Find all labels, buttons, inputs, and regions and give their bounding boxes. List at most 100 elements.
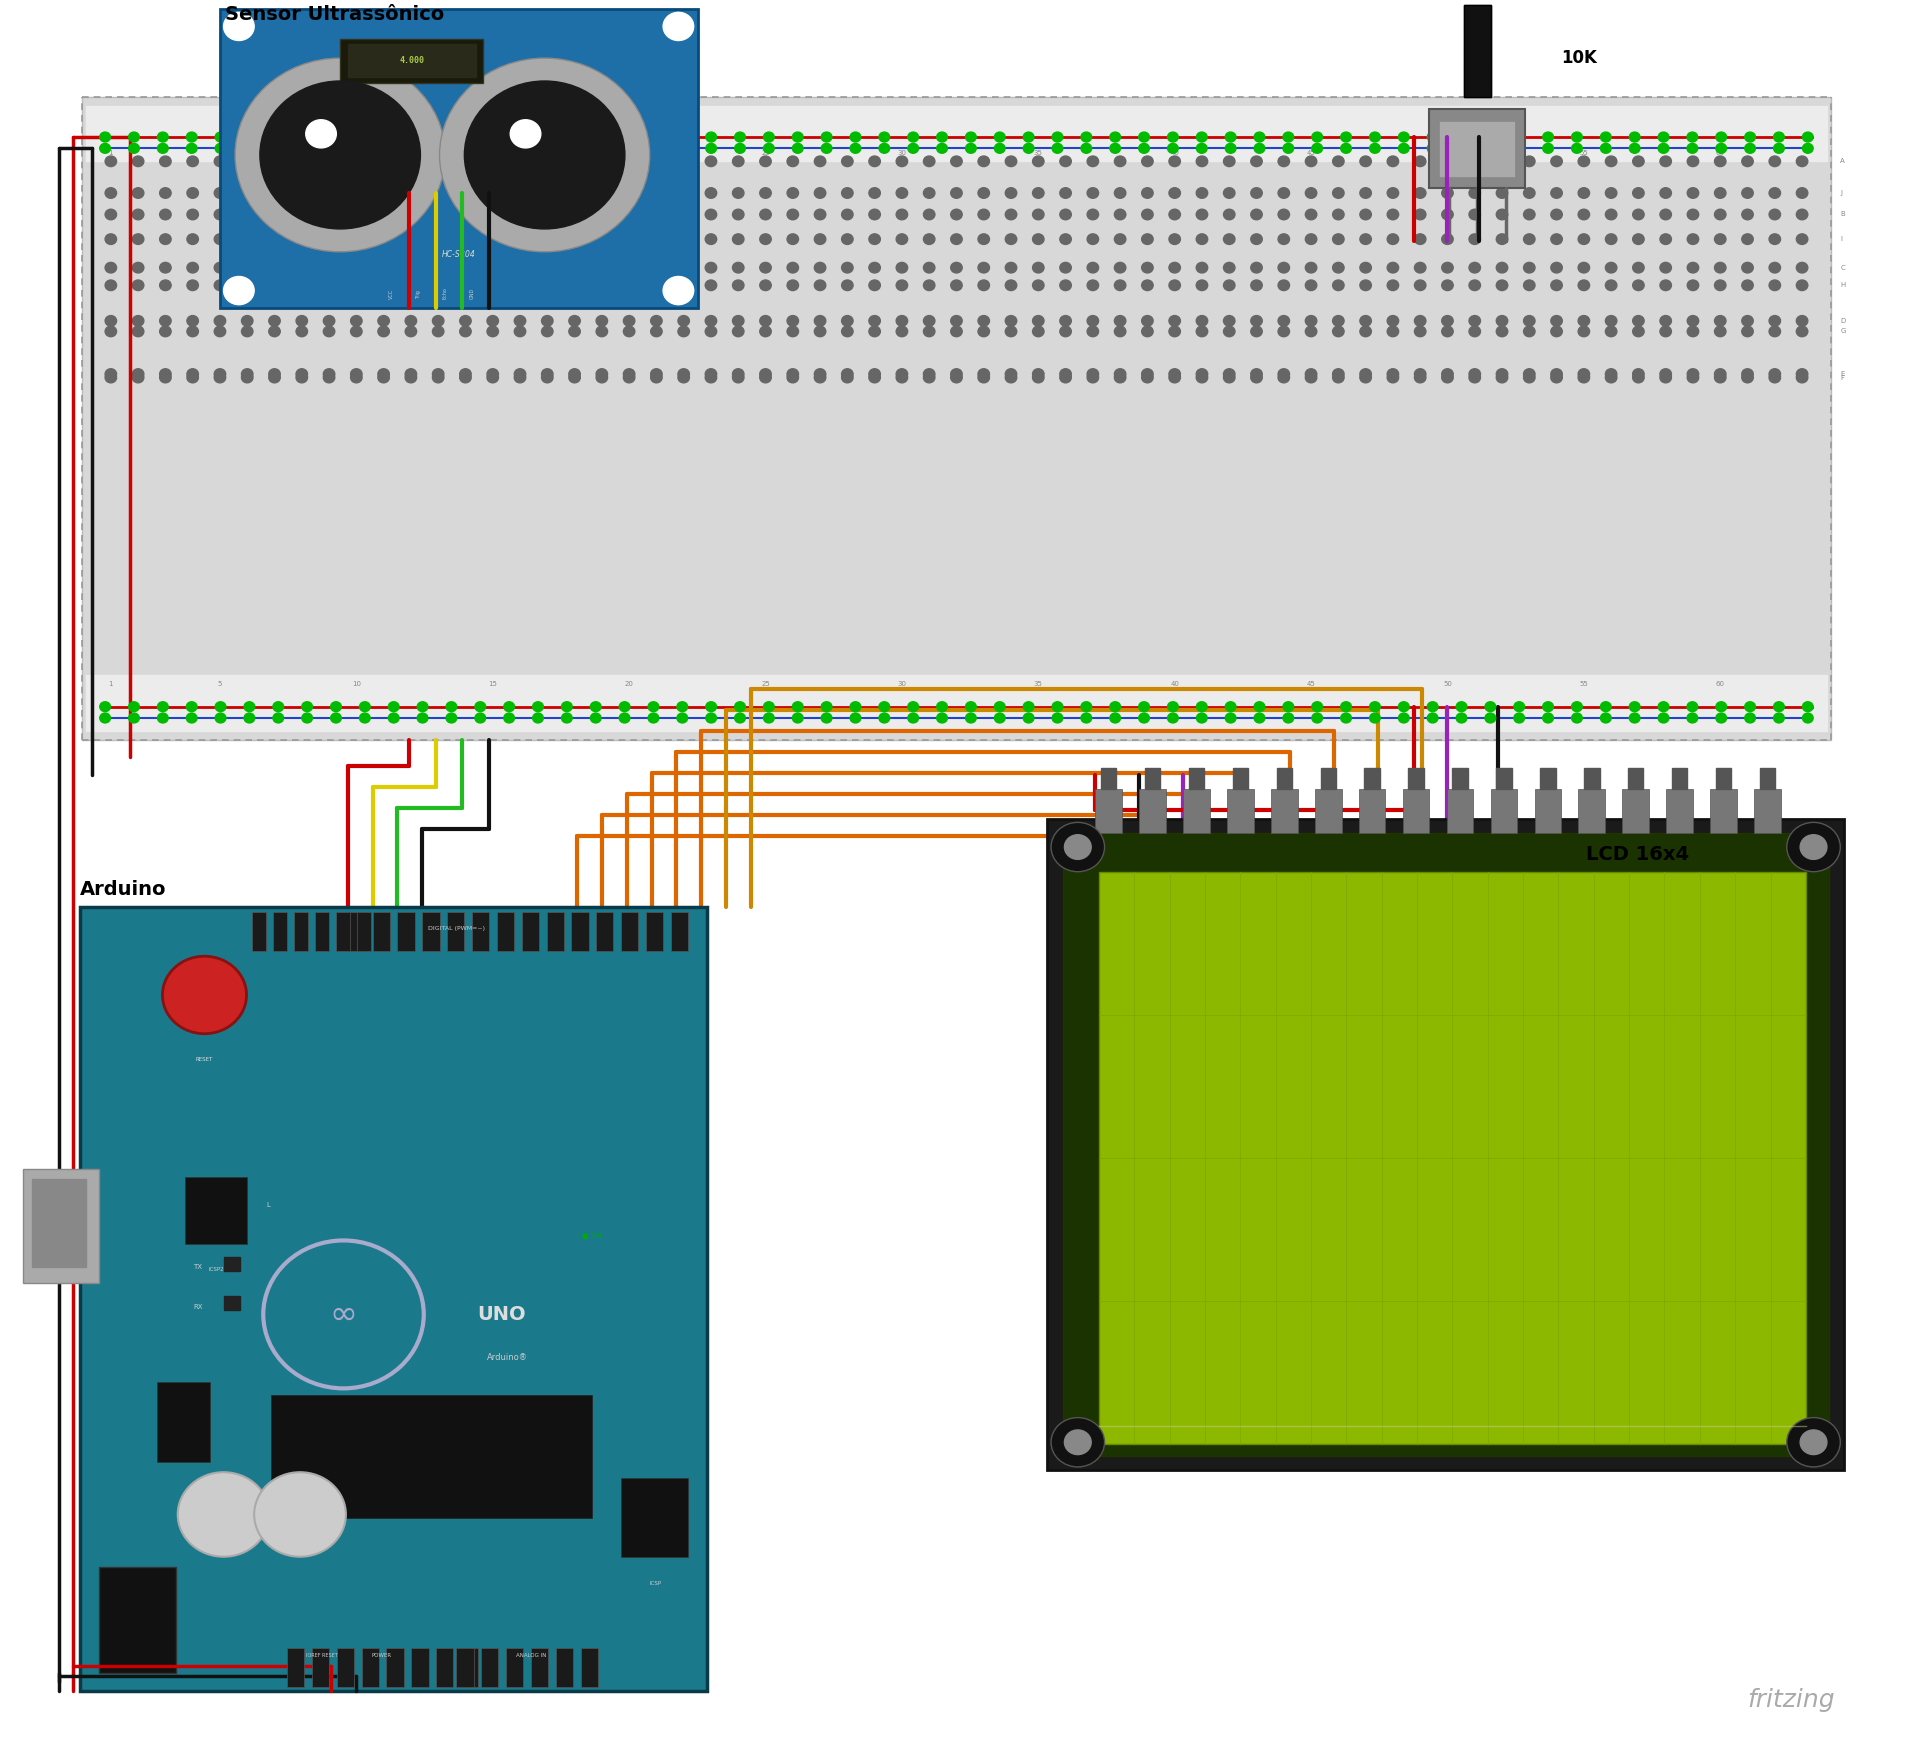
Circle shape bbox=[1053, 143, 1063, 153]
Circle shape bbox=[273, 132, 283, 143]
Circle shape bbox=[623, 157, 634, 167]
Circle shape bbox=[623, 326, 634, 336]
Circle shape bbox=[1022, 703, 1034, 711]
Circle shape bbox=[1485, 143, 1496, 153]
Circle shape bbox=[1032, 315, 1043, 326]
Circle shape bbox=[841, 372, 852, 382]
Circle shape bbox=[787, 326, 799, 336]
Circle shape bbox=[99, 132, 111, 143]
Circle shape bbox=[650, 157, 661, 167]
Text: I: I bbox=[1840, 236, 1842, 243]
Circle shape bbox=[445, 713, 457, 724]
Circle shape bbox=[505, 132, 514, 143]
Circle shape bbox=[787, 210, 799, 220]
Circle shape bbox=[1311, 703, 1322, 711]
Circle shape bbox=[533, 703, 543, 711]
Circle shape bbox=[1114, 157, 1126, 167]
Circle shape bbox=[896, 372, 908, 382]
Circle shape bbox=[1496, 210, 1508, 220]
Circle shape bbox=[157, 703, 168, 711]
Circle shape bbox=[950, 368, 961, 379]
Circle shape bbox=[132, 234, 143, 245]
Circle shape bbox=[787, 262, 799, 273]
Circle shape bbox=[705, 132, 717, 143]
FancyBboxPatch shape bbox=[1464, 12, 1491, 21]
Circle shape bbox=[761, 188, 772, 199]
FancyBboxPatch shape bbox=[1622, 789, 1649, 833]
Circle shape bbox=[1514, 703, 1525, 711]
Circle shape bbox=[241, 368, 252, 379]
FancyBboxPatch shape bbox=[1464, 28, 1491, 35]
Circle shape bbox=[1252, 234, 1263, 245]
Circle shape bbox=[1225, 143, 1236, 153]
Text: 10: 10 bbox=[352, 150, 361, 157]
Circle shape bbox=[1170, 280, 1181, 291]
Circle shape bbox=[648, 713, 659, 724]
Circle shape bbox=[663, 12, 694, 41]
Circle shape bbox=[132, 372, 143, 382]
Circle shape bbox=[1632, 326, 1643, 336]
Circle shape bbox=[1796, 372, 1808, 382]
Circle shape bbox=[1342, 143, 1351, 153]
Circle shape bbox=[1053, 703, 1063, 711]
Circle shape bbox=[1441, 372, 1452, 382]
Circle shape bbox=[1414, 262, 1426, 273]
FancyBboxPatch shape bbox=[571, 912, 589, 951]
Circle shape bbox=[1716, 132, 1726, 143]
FancyBboxPatch shape bbox=[311, 1648, 329, 1687]
Circle shape bbox=[514, 280, 526, 291]
FancyBboxPatch shape bbox=[86, 674, 1827, 731]
Text: LCD 16x4: LCD 16x4 bbox=[1586, 845, 1689, 863]
Circle shape bbox=[378, 326, 390, 336]
Circle shape bbox=[1687, 262, 1699, 273]
Circle shape bbox=[445, 703, 457, 711]
Circle shape bbox=[302, 713, 313, 724]
Circle shape bbox=[1141, 280, 1152, 291]
Circle shape bbox=[1687, 368, 1699, 379]
Circle shape bbox=[1456, 143, 1468, 153]
Circle shape bbox=[487, 188, 499, 199]
Circle shape bbox=[1254, 143, 1265, 153]
Circle shape bbox=[732, 262, 743, 273]
Circle shape bbox=[850, 132, 860, 143]
Circle shape bbox=[1470, 315, 1481, 326]
Circle shape bbox=[732, 188, 743, 199]
Circle shape bbox=[1196, 280, 1208, 291]
Circle shape bbox=[514, 315, 526, 326]
Circle shape bbox=[1305, 280, 1317, 291]
FancyBboxPatch shape bbox=[671, 912, 688, 951]
Text: 25: 25 bbox=[761, 150, 770, 157]
FancyBboxPatch shape bbox=[1710, 789, 1737, 833]
Circle shape bbox=[1741, 234, 1752, 245]
Circle shape bbox=[273, 713, 283, 724]
Circle shape bbox=[676, 143, 688, 153]
Circle shape bbox=[596, 262, 608, 273]
Circle shape bbox=[1605, 262, 1617, 273]
FancyBboxPatch shape bbox=[522, 912, 539, 951]
FancyBboxPatch shape bbox=[457, 1648, 474, 1687]
FancyBboxPatch shape bbox=[224, 1257, 239, 1271]
Circle shape bbox=[1578, 315, 1590, 326]
Circle shape bbox=[1387, 372, 1399, 382]
Circle shape bbox=[562, 143, 571, 153]
Circle shape bbox=[879, 713, 891, 724]
Circle shape bbox=[302, 703, 313, 711]
Circle shape bbox=[161, 372, 172, 382]
Circle shape bbox=[1428, 143, 1437, 153]
Circle shape bbox=[1661, 234, 1672, 245]
Circle shape bbox=[350, 234, 361, 245]
Circle shape bbox=[994, 703, 1005, 711]
Circle shape bbox=[1114, 315, 1126, 326]
Text: 25: 25 bbox=[761, 680, 770, 687]
Circle shape bbox=[908, 703, 919, 711]
FancyBboxPatch shape bbox=[531, 1648, 548, 1687]
Circle shape bbox=[331, 143, 342, 153]
Circle shape bbox=[541, 368, 552, 379]
Circle shape bbox=[296, 234, 308, 245]
Circle shape bbox=[923, 210, 934, 220]
FancyBboxPatch shape bbox=[361, 1648, 378, 1687]
Circle shape bbox=[1361, 157, 1372, 167]
Circle shape bbox=[1305, 372, 1317, 382]
FancyBboxPatch shape bbox=[1277, 768, 1292, 789]
Circle shape bbox=[1061, 368, 1072, 379]
